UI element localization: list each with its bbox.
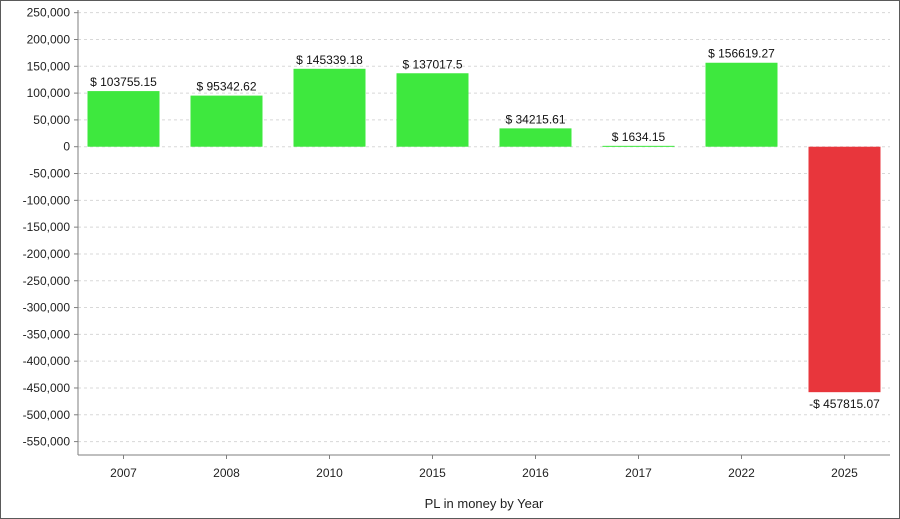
data-label: $ 103755.15 [90, 75, 157, 89]
x-tick-label: 2016 [522, 466, 549, 480]
data-label: $ 95342.62 [196, 80, 256, 94]
x-tick-label: 2017 [625, 466, 652, 480]
bars [87, 62, 881, 393]
x-tick-label: 2007 [110, 466, 137, 480]
x-tick-label: 2022 [728, 466, 755, 480]
y-tick-label: -350,000 [23, 327, 71, 341]
x-axis-title: PL in money by Year [425, 496, 544, 511]
y-tick-label: -250,000 [23, 274, 71, 288]
y-tick-label: 100,000 [27, 86, 71, 100]
y-tick-label: -50,000 [29, 167, 70, 181]
x-tick-label: 2010 [316, 466, 343, 480]
y-tick-label: -400,000 [23, 354, 71, 368]
y-tick-label: 0 [63, 140, 70, 154]
x-tick-label: 2025 [831, 466, 858, 480]
x-tick-label: 2008 [213, 466, 240, 480]
axes [77, 10, 890, 456]
x-tick-label: 2015 [419, 466, 446, 480]
bar [396, 73, 469, 147]
bar [293, 68, 366, 147]
data-label: $ 1634.15 [612, 130, 666, 144]
bar [705, 62, 778, 147]
data-label: $ 145339.18 [296, 53, 363, 67]
y-tick-label: -200,000 [23, 247, 71, 261]
bar [87, 91, 160, 147]
bar [808, 146, 881, 393]
y-tick-label: 150,000 [27, 59, 71, 73]
data-label: -$ 457815.07 [809, 397, 880, 411]
y-tick-label: -500,000 [23, 408, 71, 422]
x-tick-labels: 2007 2008 2010 2015 2016 2017 2022 2025 [110, 455, 858, 480]
y-tick-label: 250,000 [27, 6, 71, 20]
bar [602, 145, 675, 147]
y-tick-label: 50,000 [33, 113, 70, 127]
bar [190, 95, 263, 147]
bar [499, 128, 572, 147]
y-tick-label: -550,000 [23, 435, 71, 449]
y-tick-label: -450,000 [23, 381, 71, 395]
data-label: $ 137017.5 [402, 57, 462, 71]
y-tick-label: -100,000 [23, 193, 71, 207]
data-label: $ 156619.27 [708, 47, 775, 61]
y-tick-labels: 250,000 200,000 150,000 100,000 50,000 0 -50,0… [23, 6, 78, 449]
data-label: $ 34215.61 [505, 112, 565, 126]
y-tick-label: -300,000 [23, 301, 71, 315]
y-tick-label: 200,000 [27, 32, 71, 46]
y-tick-label: -150,000 [23, 220, 71, 234]
data-labels: $ 103755.15 $ 95342.62 $ 145339.18 $ 137017… [90, 47, 880, 411]
